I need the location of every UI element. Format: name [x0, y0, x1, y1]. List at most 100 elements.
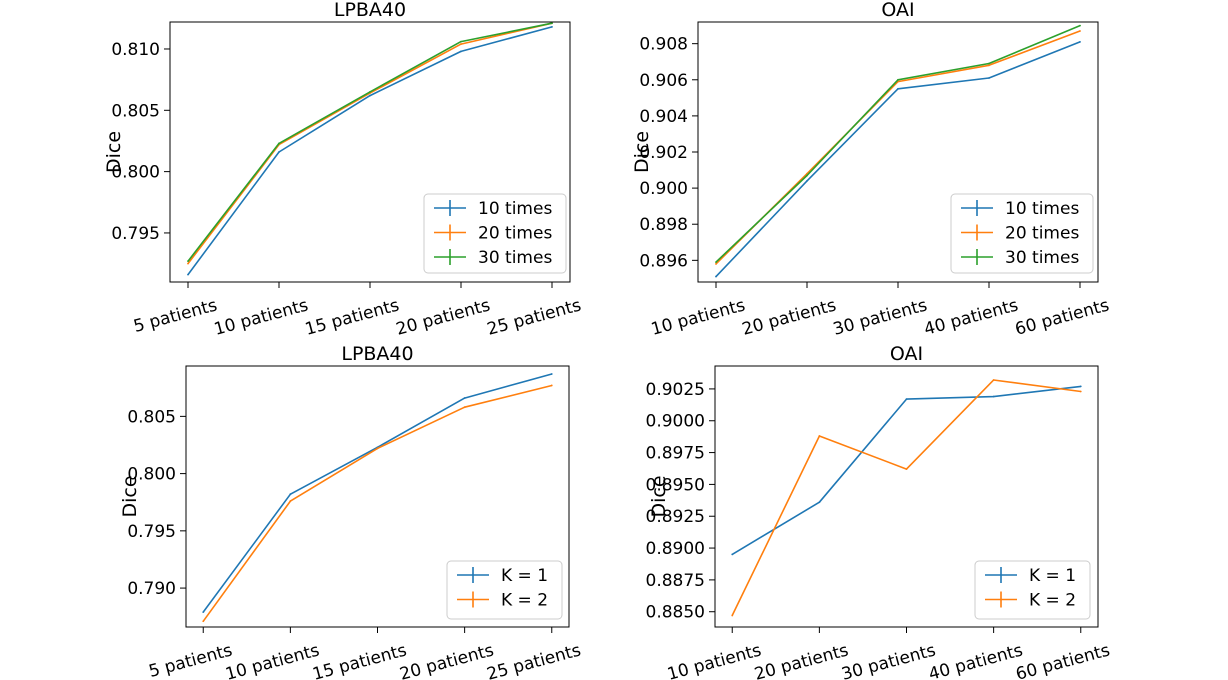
axes-frame	[169, 21, 571, 283]
legend-label: K = 2	[1029, 591, 1076, 611]
y-tick-label: 0.896	[639, 251, 688, 271]
data-point	[1079, 390, 1082, 393]
data-point	[1079, 24, 1081, 27]
data-point	[992, 395, 995, 398]
x-tick-label: 25 patients	[485, 295, 583, 339]
data-point	[463, 406, 466, 409]
chart-title: OAI	[881, 0, 914, 21]
y-tick-label: 0.8925	[646, 507, 705, 527]
legend-label: K = 1	[501, 566, 548, 586]
y-tick-label: 0.908	[639, 35, 688, 55]
x-tick-label: 10 patients	[649, 295, 747, 339]
y-tick-label: 0.805	[127, 407, 176, 427]
y-tick-label: 0.906	[639, 71, 688, 91]
legend-label: 30 times	[1005, 248, 1079, 268]
legend-label: K = 2	[501, 591, 548, 611]
x-tick-label: 20 patients	[752, 640, 850, 680]
data-point	[806, 179, 808, 182]
y-tick-label: 0.810	[111, 40, 160, 60]
data-point	[550, 373, 553, 375]
y-tick-label: 0.795	[127, 522, 176, 542]
data-point	[1079, 385, 1082, 388]
data-point	[905, 468, 908, 471]
y-tick-label: 0.900	[639, 179, 688, 199]
legend-label: 10 times	[478, 199, 552, 219]
y-tick-label: 0.8950	[646, 475, 705, 495]
legend-label: 30 times	[478, 248, 552, 268]
y-axis-label: Dice	[119, 475, 141, 517]
data-point	[988, 64, 990, 67]
legend: K = 1 K = 2	[446, 560, 563, 620]
data-point	[187, 273, 189, 276]
y-axis-label: Dice	[648, 475, 670, 517]
legend: 10 times 20 times 30 times	[423, 193, 567, 274]
axes-frame	[697, 21, 1099, 283]
y-tick-label: 0.8900	[646, 539, 705, 559]
data-point	[278, 151, 280, 153]
x-tick-label: 15 patients	[311, 640, 409, 680]
y-tick-label: 0.800	[111, 163, 160, 183]
y-tick-label: 0.8975	[646, 444, 705, 464]
legend-label: 10 times	[1005, 199, 1079, 219]
data-point	[289, 493, 292, 496]
data-point	[289, 500, 292, 502]
data-point	[897, 87, 899, 90]
y-axis-label: Dice	[631, 131, 653, 173]
x-tick-label: 30 patients	[831, 295, 929, 339]
data-point	[818, 435, 821, 437]
y-tick-label: 0.8875	[646, 571, 705, 591]
subplot-4: OAI Dice 0.8850 0.8875 0.8900 0.8925 0.8950 0.8…	[646, 343, 1113, 680]
x-tick-label: 40 patients	[922, 295, 1020, 339]
x-tick-label: 60 patients	[1013, 295, 1111, 339]
legend-label: 20 times	[478, 224, 552, 244]
data-point	[551, 22, 553, 25]
x-tick-label: 10 patients	[212, 295, 310, 339]
data-point	[806, 174, 808, 177]
x-tick-label: 60 patients	[1014, 640, 1112, 680]
y-tick-label: 0.8850	[646, 603, 705, 623]
data-point	[460, 50, 462, 53]
y-tick-label: 0.795	[111, 224, 160, 244]
data-point	[463, 397, 466, 399]
x-tick-label: 5 patients	[147, 640, 235, 680]
axes-frame	[185, 365, 570, 628]
chart-title: OAI	[890, 343, 923, 365]
data-point	[550, 384, 553, 387]
data-point	[731, 553, 734, 556]
data-point	[551, 26, 553, 28]
subplot-2: OAI Dice 0.896 0.898 0.900 0.902 0.904 0.906 0.9…	[631, 0, 1111, 340]
data-point	[376, 447, 379, 450]
data-point	[905, 398, 908, 401]
legend-box	[423, 193, 567, 274]
data-point	[897, 78, 899, 81]
data-point	[731, 614, 734, 617]
y-axis-label: Dice	[103, 131, 125, 173]
data-point	[1079, 30, 1081, 32]
data-point	[460, 43, 462, 45]
data-point	[187, 260, 189, 263]
legend-label: K = 1	[1029, 566, 1076, 586]
legend-label: 20 times	[1005, 224, 1079, 244]
data-point	[818, 501, 821, 504]
data-point	[369, 91, 371, 93]
subplot-3: LPBA40 Dice 0.790 0.795 0.800 0.805 5 patients…	[119, 343, 583, 680]
x-tick-label: 5 patients	[131, 295, 219, 337]
data-point	[715, 261, 717, 264]
data-point	[988, 77, 990, 79]
data-point	[460, 40, 462, 43]
axes-frame	[714, 365, 1099, 628]
series-line-1	[731, 385, 1081, 556]
x-tick-label: 40 patients	[927, 640, 1025, 680]
data-point	[992, 379, 995, 381]
y-tick-label: 0.805	[111, 101, 160, 121]
y-tick-label: 0.9025	[646, 380, 705, 400]
chart-title: LPBA40	[341, 343, 413, 365]
y-tick-label: 0.898	[639, 215, 688, 235]
data-point	[1079, 40, 1081, 43]
y-tick-label: 0.790	[127, 579, 176, 599]
x-tick-label: 10 patients	[223, 640, 321, 680]
data-point	[202, 620, 205, 623]
legend: 10 times 20 times 30 times	[950, 193, 1094, 274]
y-tick-label: 0.902	[639, 143, 688, 163]
data-point	[988, 62, 990, 65]
